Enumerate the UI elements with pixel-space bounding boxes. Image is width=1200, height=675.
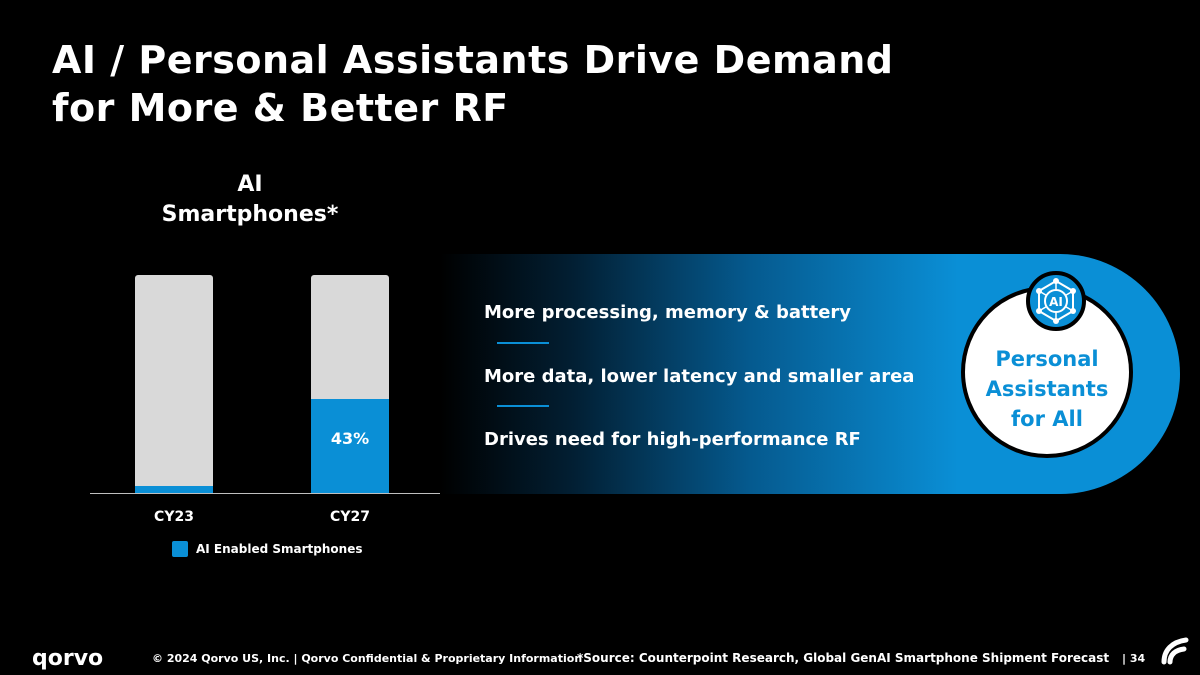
- bullet-2: More data, lower latency and smaller are…: [484, 366, 915, 387]
- slide-title: AI / Personal Assistants Drive Demand fo…: [52, 36, 952, 132]
- page-number: | 34: [1122, 652, 1146, 665]
- chart-title-line2: Smartphones*: [161, 202, 339, 227]
- ai-smartphones-bar-chart: CY23 43% CY27: [80, 265, 450, 535]
- chart-title-line1: AI: [237, 172, 263, 197]
- legend-label: AI Enabled Smartphones: [196, 542, 363, 556]
- ai-network-icon: AI: [1026, 271, 1086, 331]
- legend-swatch: [172, 541, 188, 557]
- data-label-cy27: 43%: [330, 429, 370, 449]
- bullet-divider: [497, 342, 549, 344]
- circle-line2: Assistants: [985, 377, 1109, 401]
- circle-line1: Personal: [995, 347, 1099, 371]
- x-axis-line: [90, 493, 440, 494]
- personal-assistants-label: Personal Assistants for All: [962, 344, 1132, 434]
- slide-title-line2: for More & Better RF: [52, 86, 509, 130]
- bar-ai-enabled-cy27: [311, 399, 389, 493]
- footer-copyright: © 2024 Qorvo US, Inc. | Qorvo Confidenti…: [152, 652, 583, 665]
- bullet-3: Drives need for high-performance RF: [484, 429, 861, 450]
- bar-ai-enabled-cy23: [135, 486, 213, 493]
- x-tick-label-cy23: CY23: [154, 509, 194, 525]
- ai-badge-text: AI: [1049, 295, 1063, 309]
- qorvo-mark-icon: [1160, 636, 1190, 669]
- footer-source: *Source: Counterpoint Research, Global G…: [577, 651, 1110, 665]
- circle-line3: for All: [1011, 407, 1083, 431]
- x-tick-label-cy27: CY27: [330, 509, 370, 525]
- qorvo-logo-text: qorvo: [32, 646, 103, 670]
- bullet-1: More processing, memory & battery: [484, 302, 852, 323]
- qorvo-logo[interactable]: qorvo: [32, 646, 122, 673]
- bar-remainder-cy23: [135, 275, 213, 493]
- slide-title-line1: AI / Personal Assistants Drive Demand: [52, 38, 894, 82]
- chart-legend: AI Enabled Smartphones: [172, 541, 362, 557]
- chart-title: AI Smartphones*: [150, 170, 350, 230]
- bullet-divider: [497, 405, 549, 407]
